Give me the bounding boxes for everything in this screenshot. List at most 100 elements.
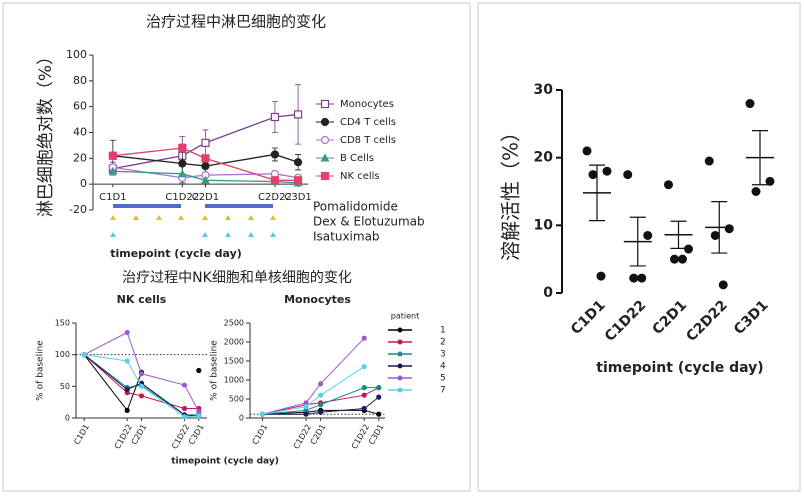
x-axis-label: timepoint (cycle day) xyxy=(171,457,279,467)
marker xyxy=(376,394,382,400)
x-tick-label: C3D1 xyxy=(187,423,206,446)
data-point xyxy=(765,176,775,186)
marker xyxy=(361,335,367,341)
marker xyxy=(376,411,382,417)
data-point xyxy=(623,170,633,180)
chart-title: 治疗过程中淋巴细胞的变化 xyxy=(146,13,326,31)
data-point xyxy=(745,99,755,109)
x-tick-label: C3D1 xyxy=(367,423,386,446)
annotation: Isatuximab xyxy=(313,230,380,244)
y-axis-label: % of baseline xyxy=(210,340,220,401)
marker xyxy=(196,367,202,374)
x-tick-label: C2D22 xyxy=(258,192,292,203)
y-tick-label: 0 xyxy=(239,414,244,423)
data-point xyxy=(704,156,714,166)
y-axis-label: 溶解活性（%） xyxy=(499,122,523,261)
data-point xyxy=(596,271,606,281)
marker xyxy=(196,409,202,415)
dose-markers xyxy=(110,232,276,237)
y-tick-label: 100 xyxy=(66,48,87,61)
marker xyxy=(320,99,330,109)
y-tick-label: 0 xyxy=(65,414,70,423)
data-point xyxy=(643,230,653,240)
y-axis-label: % of baseline xyxy=(36,340,46,401)
marker xyxy=(181,405,188,412)
marker xyxy=(320,117,330,127)
x-tick-label: C1D1 xyxy=(99,192,126,203)
y-tick-label: 40 xyxy=(73,126,87,139)
legend-label: 2 xyxy=(440,338,446,348)
marker xyxy=(178,143,187,153)
data-point xyxy=(582,146,592,156)
marker xyxy=(318,392,324,398)
x-tick-label: C1D1 xyxy=(251,423,270,446)
x-tick-label: C2D1 xyxy=(309,423,328,446)
data-point xyxy=(664,180,673,190)
x-tick-label: C2D22 xyxy=(683,297,730,344)
y-tick-label: 150 xyxy=(55,319,70,328)
y-tick-label: 500 xyxy=(229,395,244,404)
marker xyxy=(124,407,130,413)
marker xyxy=(293,176,303,185)
x-tick-label: C3D1 xyxy=(284,192,311,203)
marker xyxy=(201,154,210,163)
marker xyxy=(320,153,330,162)
treatment-schedule xyxy=(110,204,276,237)
marker xyxy=(108,151,117,160)
y-tick-label: 0 xyxy=(80,177,87,190)
marker xyxy=(177,169,187,178)
legend-label: NK cells xyxy=(340,171,380,182)
legend-marker xyxy=(397,339,403,345)
y-tick-label: 80 xyxy=(73,74,87,87)
data-point xyxy=(637,273,647,283)
marker xyxy=(259,411,266,417)
legend-label: 1 xyxy=(440,326,446,336)
marker xyxy=(201,161,210,171)
y-tick-label: 0 xyxy=(543,285,553,301)
marker xyxy=(201,138,210,147)
treatment-bar xyxy=(205,204,273,208)
legend-marker xyxy=(397,387,403,393)
marker xyxy=(270,150,280,159)
x-tick-label: C2D1 xyxy=(192,192,219,203)
legend-marker xyxy=(397,351,403,357)
marker xyxy=(124,329,130,336)
marker xyxy=(318,381,324,387)
marker xyxy=(318,402,324,408)
marker xyxy=(270,112,280,122)
series-line xyxy=(262,366,365,415)
legend-label: 5 xyxy=(440,374,446,384)
chart-title: Monocytes xyxy=(284,293,351,306)
data-point xyxy=(751,187,761,196)
right-panel xyxy=(477,2,801,492)
legend-label: B Cells xyxy=(340,153,374,164)
y-tick-label: 20 xyxy=(534,150,554,166)
marker xyxy=(138,371,145,377)
x-tick-label: C1D22 xyxy=(113,423,134,451)
y-tick-label: 100 xyxy=(55,350,70,359)
data-point xyxy=(602,166,612,176)
chart-title: NK cells xyxy=(117,293,167,306)
panel-title: 治疗过程中NK细胞和单核细胞的变化 xyxy=(122,270,352,286)
x-tick-label: C1D22 xyxy=(292,423,313,451)
dose-markers xyxy=(110,215,276,220)
marker xyxy=(138,393,145,399)
x-tick-label: C3D1 xyxy=(731,297,772,338)
legend-label: Monocytes xyxy=(340,99,394,110)
x-tick-label: C2D1 xyxy=(130,423,149,446)
error-bar xyxy=(629,216,646,267)
data-point xyxy=(718,280,728,290)
legend-label: 4 xyxy=(440,362,446,372)
marker xyxy=(303,411,309,417)
marker xyxy=(318,409,324,415)
marker xyxy=(178,159,187,168)
y-tick-label: 60 xyxy=(73,100,87,113)
y-axis-label: 淋巴细胞绝对数（%） xyxy=(36,48,56,217)
marker xyxy=(376,385,382,391)
marker xyxy=(361,385,367,391)
y-tick-label: 10 xyxy=(534,217,554,233)
x-axis-label: timepoint (cycle day) xyxy=(596,360,763,376)
data-point xyxy=(678,254,687,264)
marker xyxy=(124,358,130,364)
error-bar xyxy=(670,220,687,249)
